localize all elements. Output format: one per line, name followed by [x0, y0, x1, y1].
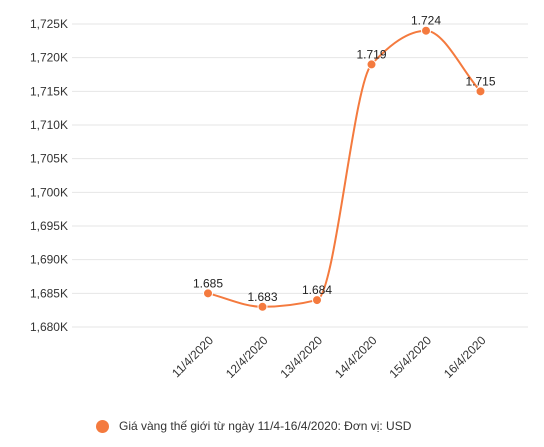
- data-points: [203, 25, 486, 312]
- x-tick-label: 11/4/2020: [169, 333, 216, 380]
- data-label: 1.685: [193, 276, 223, 290]
- data-point[interactable]: [203, 288, 213, 299]
- y-tick-label: 1,690K: [30, 253, 68, 267]
- y-tick-label: 1,700K: [30, 185, 68, 199]
- data-point[interactable]: [257, 301, 268, 312]
- grid-lines: [72, 23, 528, 328]
- x-tick-label: 15/4/2020: [386, 333, 434, 381]
- x-tick-label: 14/4/2020: [332, 333, 380, 381]
- data-label: 1.724: [411, 14, 441, 28]
- y-tick-label: 1,715K: [30, 84, 68, 98]
- x-tick-label: 12/4/2020: [223, 333, 271, 381]
- y-tick-label: 1,705K: [30, 152, 68, 166]
- legend: Giá vàng thế giới từ ngày 11/4-16/4/2020…: [96, 417, 411, 435]
- series-line-layer: [207, 29, 482, 308]
- x-tick-label: 13/4/2020: [277, 333, 325, 381]
- series-line: [207, 29, 482, 308]
- data-point[interactable]: [421, 25, 431, 36]
- y-tick-label: 1,725K: [30, 17, 68, 31]
- x-axis-ticks: 11/4/2020 12/4/2020 13/4/2020 14/4/2020 15/4…: [169, 333, 489, 381]
- y-axis-ticks: 1,680K 1,685K 1,690K 1,695K 1,700K 1,705K 1,71…: [30, 17, 68, 334]
- y-tick-label: 1,720K: [30, 51, 68, 65]
- data-point[interactable]: [312, 295, 322, 306]
- legend-marker-icon: [96, 419, 109, 433]
- data-point[interactable]: [366, 59, 377, 70]
- data-label: 1.684: [302, 283, 332, 297]
- data-labels: 1.685 1.683 1.684 1.719 1.724 1.715: [193, 14, 496, 304]
- legend-label: Giá vàng thế giới từ ngày 11/4-16/4/2020…: [119, 419, 412, 433]
- data-point[interactable]: [475, 86, 486, 97]
- y-tick-label: 1,710K: [30, 118, 68, 132]
- data-label: 1.715: [465, 74, 495, 88]
- data-label: 1.719: [356, 47, 386, 61]
- data-label: 1.683: [247, 290, 277, 304]
- y-tick-label: 1,680K: [30, 320, 68, 334]
- x-tick-label: 16/4/2020: [441, 333, 489, 381]
- y-tick-label: 1,695K: [30, 219, 68, 233]
- y-tick-label: 1,685K: [30, 286, 68, 300]
